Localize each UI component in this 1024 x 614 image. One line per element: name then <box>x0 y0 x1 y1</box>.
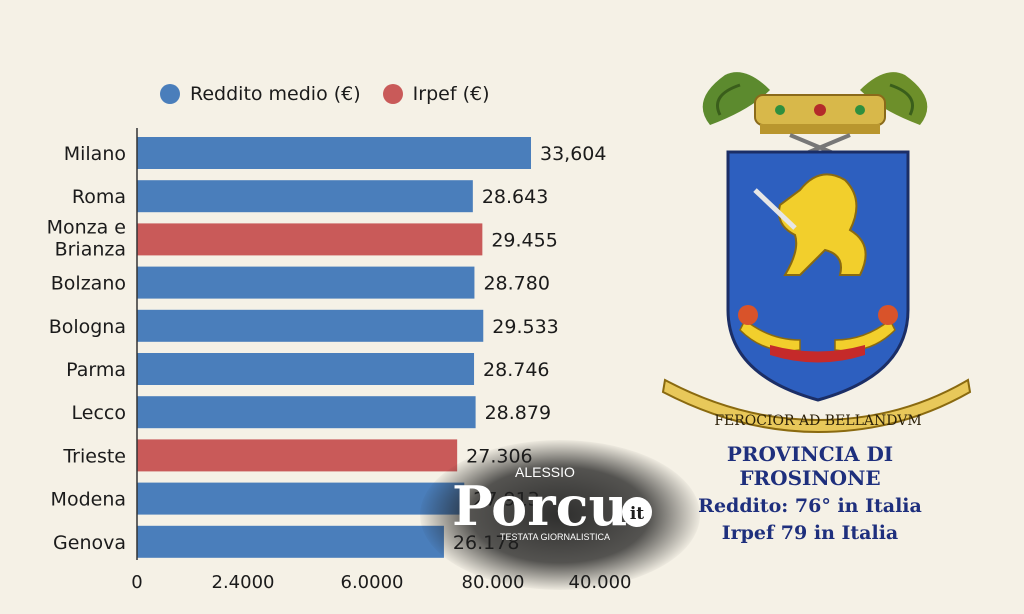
bar-genova <box>137 525 444 558</box>
legend-swatch-irpef <box>382 84 403 104</box>
watermark-tagline: TESTATA GIORNALISTICA <box>500 532 610 542</box>
value-label: 29.533 <box>492 316 558 338</box>
province-crest: FEROCIOR AD BELLANDVM <box>661 72 972 434</box>
watermark-suffix: it <box>630 504 644 524</box>
bar-chart: Milano 33,604 Roma 28.643 Monza e Brianza 29.4… <box>47 128 631 593</box>
value-label: 28.879 <box>485 402 551 424</box>
bar-modena <box>137 482 465 515</box>
province-irpef-rank: Irpef 79 in Italia <box>721 522 899 544</box>
bar-roma <box>137 180 473 213</box>
legend-label-reddito: Reddito medio (€) <box>190 83 361 105</box>
value-label: 28.780 <box>483 273 549 295</box>
motto-text: FEROCIOR AD BELLANDVM <box>714 413 921 429</box>
category-label: Bologna <box>49 316 126 338</box>
bar-trieste <box>137 439 458 472</box>
bar-monza-e-brianza <box>137 223 483 256</box>
watermark-brand: Porcu <box>452 474 628 538</box>
category-label: Monza e Brianza <box>47 216 126 260</box>
category-label: Trieste <box>62 445 126 467</box>
category-label: Milano <box>64 143 126 165</box>
motto-ribbon <box>661 378 972 434</box>
x-tick-label: 0 <box>131 572 142 593</box>
category-label: Genova <box>53 532 126 554</box>
bar-lecco <box>137 396 476 429</box>
value-label: 33,604 <box>540 143 606 165</box>
legend-swatch-reddito <box>160 84 180 104</box>
province-name: PROVINCIA DI FROSINONE <box>726 442 894 490</box>
bar-parma <box>137 353 475 385</box>
legend-item-reddito: Reddito medio (€) <box>160 83 361 105</box>
chart-legend: Reddito medio (€) Irpef (€) <box>160 83 511 105</box>
legend-item-irpef: Irpef (€) <box>382 83 490 105</box>
x-tick-label: 6.0000 <box>341 572 404 593</box>
value-label: 28.643 <box>482 186 548 208</box>
category-label: Roma <box>72 186 126 208</box>
category-label: Modena <box>51 489 126 511</box>
shield-icon <box>726 150 910 402</box>
laurel-branches-icon <box>702 72 928 125</box>
value-label: 28.746 <box>483 359 549 381</box>
category-label: Lecco <box>72 402 126 424</box>
x-tick-label: 2.4000 <box>212 572 275 593</box>
watermark-logo: ALESSIO Porcu it TESTATA GIORNALISTICA <box>420 440 700 590</box>
watermark-top: ALESSIO <box>515 464 575 480</box>
category-label: Bolzano <box>51 273 126 295</box>
province-reddito-rank: Reddito: 76° in Italia <box>698 495 922 517</box>
category-label: Parma <box>66 359 126 381</box>
value-label: 29.455 <box>491 229 557 251</box>
crown-icon <box>754 94 886 162</box>
watermark-badge-icon <box>622 497 652 527</box>
bar-bologna <box>137 309 484 342</box>
legend-label-irpef: Irpef (€) <box>412 83 490 105</box>
bar-milano <box>137 137 531 169</box>
bar-bolzano <box>137 266 475 299</box>
